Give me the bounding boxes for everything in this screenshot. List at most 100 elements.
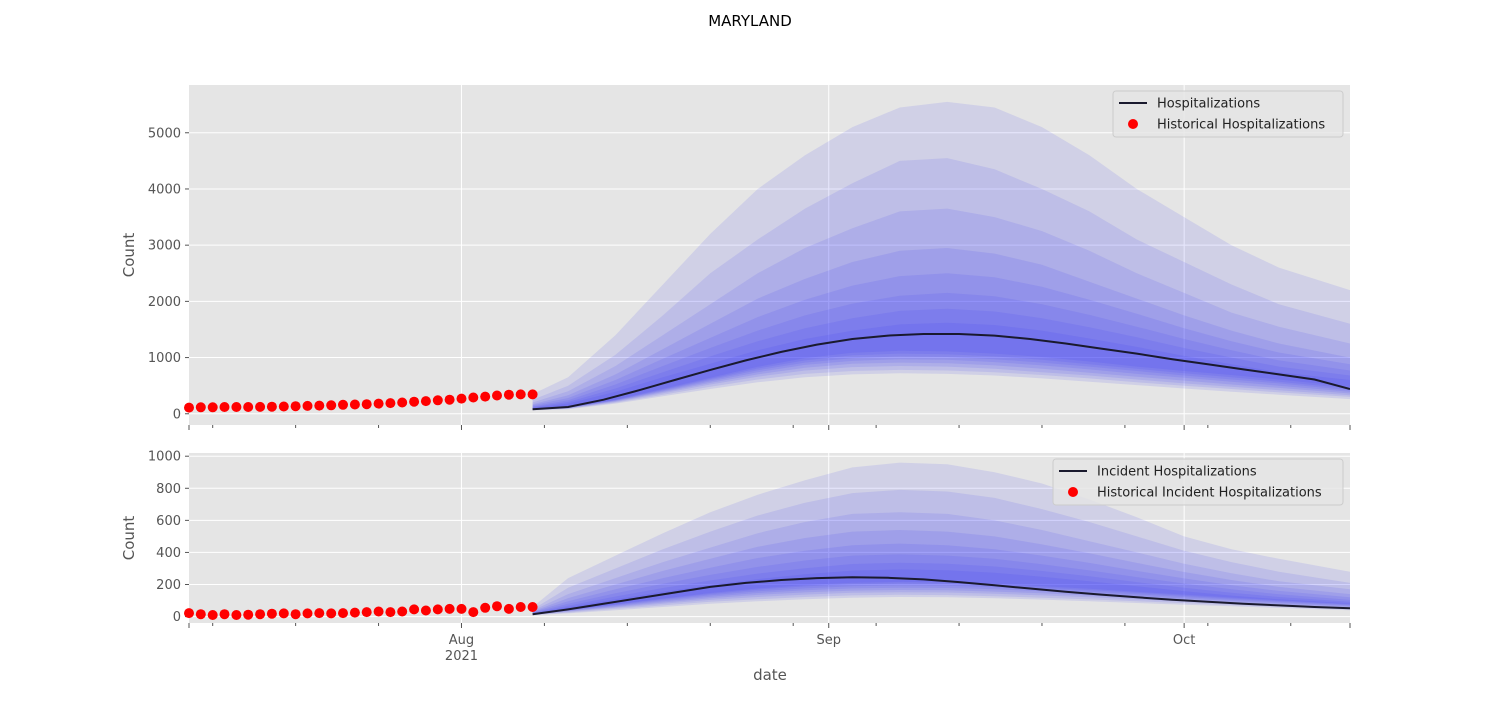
- historical-point: [456, 393, 467, 404]
- forecast-band-7: [532, 308, 1350, 410]
- historical-point: [255, 609, 266, 620]
- legend-label-forecast: Incident Hospitalizations: [1097, 465, 1257, 480]
- y-tick-label: 0: [173, 610, 181, 625]
- historical-point: [266, 608, 277, 619]
- legend-box: [1052, 458, 1344, 506]
- historical-point: [219, 609, 230, 620]
- y-tick-label: 200: [156, 578, 181, 593]
- historical-point: [243, 609, 254, 620]
- historical-point: [385, 398, 396, 409]
- y-axis-label: Count: [120, 516, 138, 561]
- forecast-band-4: [532, 248, 1350, 410]
- y-tick-label: 800: [156, 482, 181, 497]
- historical-point: [468, 607, 479, 618]
- y-tick-label: 4000: [148, 182, 181, 197]
- forecast-band-3: [532, 512, 1350, 615]
- historical-point: [290, 609, 301, 620]
- legend-label-forecast: Hospitalizations: [1157, 97, 1260, 112]
- x-tick-sublabel: 2021: [445, 649, 478, 664]
- y-tick-label: 2000: [148, 295, 181, 310]
- legend-marker-swatch: [1068, 487, 1078, 497]
- historical-point: [302, 400, 313, 411]
- forecast-band-3: [532, 208, 1350, 410]
- historical-point: [480, 602, 491, 613]
- forecast-band-1: [532, 101, 1350, 411]
- legend: Hospitalizations Historical Hospitalizati…: [1112, 90, 1344, 138]
- historical-point: [349, 607, 360, 618]
- y-tick-label: 1000: [148, 450, 181, 465]
- historical-point: [338, 399, 348, 410]
- historical-point: [420, 396, 431, 407]
- y-tick-label: 1000: [148, 351, 181, 366]
- historical-point: [397, 606, 408, 617]
- historical-point: [195, 609, 206, 620]
- historical-point: [326, 608, 337, 619]
- historical-point: [468, 392, 479, 403]
- historical-point: [349, 399, 360, 410]
- forecast-band-1: [532, 462, 1350, 616]
- historical-point: [515, 389, 526, 400]
- historical-point: [432, 395, 443, 406]
- median-line: [532, 333, 1350, 411]
- historical-point: [444, 603, 455, 614]
- forecast-bands: [532, 462, 1350, 616]
- legend-box: [1112, 90, 1344, 138]
- historical-point: [432, 604, 443, 615]
- historical-point: [184, 608, 194, 619]
- historical-point: [231, 610, 242, 620]
- x-axis-label: date: [753, 666, 787, 684]
- historical-point: [503, 603, 514, 614]
- forecast-band-6: [532, 292, 1350, 410]
- historical-point: [278, 608, 289, 619]
- forecast-band-6: [532, 554, 1350, 615]
- legend-label-historical: Historical Incident Hospitalizations: [1097, 486, 1322, 501]
- figure-title: MARYLAND: [708, 12, 792, 30]
- y-axis-label: Count: [120, 233, 138, 278]
- historical-point: [373, 606, 384, 617]
- historical-point: [397, 397, 408, 408]
- x-tick-label: Aug: [449, 633, 474, 648]
- historical-point: [492, 390, 502, 401]
- x-tick-label: Sep: [816, 633, 841, 648]
- median-line: [532, 576, 1350, 616]
- historical-point: [373, 398, 384, 409]
- historical-point: [266, 401, 277, 412]
- forecast-band-8: [532, 322, 1350, 410]
- historical-point: [207, 610, 218, 620]
- historical-point: [302, 608, 313, 619]
- historical-point: [361, 607, 372, 618]
- panel-1: 0 1000 2000 3000 4000 5000 Count Hospitalizatio…: [120, 85, 1351, 430]
- y-tick-label: 400: [156, 546, 181, 561]
- historical-point: [409, 396, 420, 407]
- historical-point: [527, 602, 538, 612]
- historical-point: [326, 400, 337, 411]
- historical-point: [409, 604, 420, 615]
- historical-point: [527, 389, 538, 400]
- historical-point: [420, 605, 431, 616]
- historical-point: [255, 401, 266, 412]
- historical-point: [184, 402, 194, 413]
- legend-label-historical: Historical Hospitalizations: [1157, 118, 1325, 133]
- x-tick-label: Oct: [1173, 633, 1195, 648]
- historical-point: [314, 608, 325, 619]
- y-tick-label: 600: [156, 514, 181, 529]
- forecast-band-4: [532, 530, 1350, 615]
- legend-marker-swatch: [1128, 119, 1138, 129]
- historical-point: [219, 402, 230, 412]
- historical-point: [361, 399, 372, 410]
- historical-point: [444, 394, 455, 405]
- y-tick-label: 3000: [148, 239, 181, 254]
- historical-point: [314, 400, 325, 411]
- forecast-band-5: [532, 273, 1350, 410]
- historical-point: [207, 402, 218, 413]
- historical-point: [492, 601, 502, 612]
- historical-point: [456, 603, 467, 614]
- forecast-band-2: [532, 158, 1350, 411]
- historical-point: [243, 402, 254, 412]
- historical-point: [480, 391, 491, 402]
- forecast-band-5: [532, 543, 1350, 615]
- y-tick-label: 5000: [148, 126, 181, 141]
